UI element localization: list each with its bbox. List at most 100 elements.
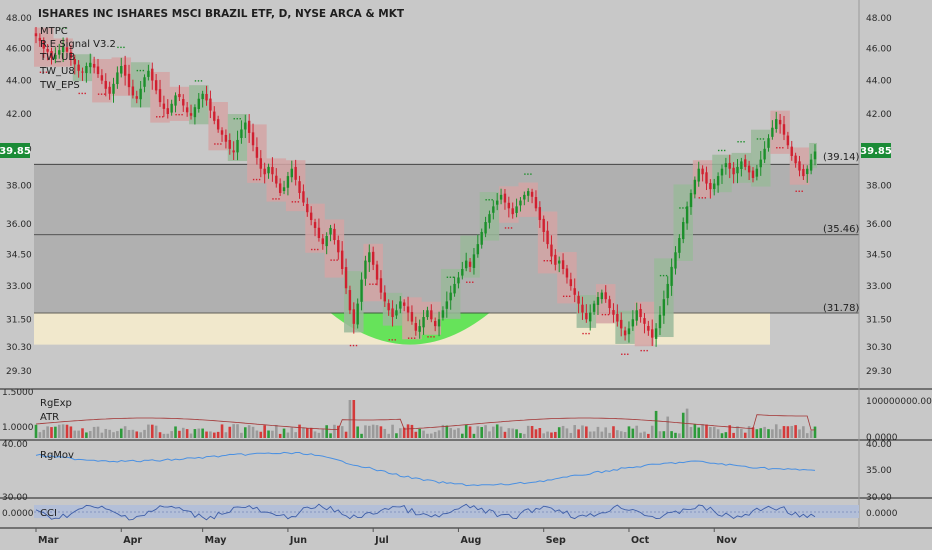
candle-body: [189, 113, 193, 116]
rgexp-bar: [763, 426, 766, 438]
candle-body: [728, 162, 731, 169]
candle-body: [406, 306, 410, 313]
rgexp-bar: [534, 429, 538, 438]
candle-body: [802, 168, 805, 177]
right-price-axis[interactable]: 48.0046.0044.0042.0040.0038.0036.0034.50…: [866, 14, 892, 377]
indicator-label-re-signal[interactable]: R.E.Signal V3.2: [40, 39, 116, 50]
atr-label[interactable]: ATR: [40, 412, 59, 423]
candle-body: [689, 192, 693, 208]
signal-dot: [446, 276, 449, 278]
candle-body: [616, 313, 619, 322]
rgexp-bar: [608, 432, 611, 438]
rgexp-bar: [38, 432, 42, 438]
signal-dot: [507, 227, 510, 229]
candle-body: [585, 312, 588, 320]
candle-body: [767, 138, 770, 148]
candle-body: [662, 299, 666, 316]
signal-dot: [427, 336, 429, 338]
rgexp-bar: [623, 432, 627, 438]
signal-dot: [756, 138, 759, 140]
candle-body: [143, 77, 146, 87]
rgmov-left-tick: 40.00: [2, 440, 28, 450]
rgmov-pane[interactable]: [35, 451, 816, 487]
candle-body: [178, 93, 181, 98]
candle-body: [484, 222, 487, 234]
rgexp-bar: [813, 426, 817, 438]
candle-body: [430, 310, 433, 320]
candle-body: [294, 166, 297, 180]
indicator-label-tw-ub[interactable]: TW_UB: [39, 52, 75, 63]
rgexp-bar: [736, 426, 739, 438]
candle-body: [759, 159, 762, 168]
signal-dot: [643, 349, 645, 352]
time-tick-label: Mar: [38, 535, 59, 546]
rgexp-bar: [604, 427, 608, 438]
rgexp-bar: [461, 433, 464, 438]
rgexp-bar: [119, 428, 123, 438]
candle-body: [565, 268, 569, 278]
price-pane[interactable]: [34, 26, 859, 355]
signal-dot: [162, 116, 164, 118]
price-tick-left: 44.00: [6, 77, 32, 87]
signal-dot: [84, 92, 86, 95]
rgexp-bar: [61, 424, 65, 438]
rgexp-bar: [104, 428, 108, 438]
signal-dot: [311, 248, 313, 251]
rgexp-bar: [274, 424, 278, 438]
rgexp-bar: [123, 426, 127, 438]
signal-dot: [197, 80, 200, 82]
rgexp-bar: [232, 424, 235, 438]
candle-body: [538, 207, 542, 221]
time-tick-label: Sep: [546, 535, 566, 546]
signal-dot: [142, 69, 145, 72]
candle-body: [247, 120, 251, 133]
candle-body: [61, 47, 65, 53]
rgexp-bar: [453, 429, 456, 438]
rgexp-bar: [174, 426, 177, 438]
candle-body: [224, 134, 228, 142]
rgmov-label[interactable]: RgMov: [40, 450, 74, 461]
indicator-label-mtpc[interactable]: MTPC: [40, 26, 68, 37]
cci-label[interactable]: CCI: [40, 508, 57, 519]
rgexp-bar: [352, 400, 356, 438]
candle-body: [391, 308, 394, 318]
atr-line: [35, 414, 816, 431]
rgexp-bar: [360, 433, 363, 438]
signal-dot: [701, 197, 704, 199]
rgexp-bar: [127, 429, 131, 438]
candle-body: [519, 200, 522, 206]
rgexp-bar: [150, 424, 154, 438]
indicator-label-tw-u8[interactable]: TW_U8: [39, 66, 75, 77]
candle-body: [387, 303, 390, 311]
candle-body: [523, 194, 526, 200]
rgexp-bar: [565, 428, 569, 438]
rgexp-bar: [809, 430, 813, 438]
rgexp-label[interactable]: RgExp: [40, 398, 72, 409]
signal-dot: [252, 178, 255, 181]
cci-pane[interactable]: [34, 503, 859, 521]
signal-dot: [175, 113, 177, 116]
rgexp-bar: [616, 430, 619, 438]
time-axis[interactable]: Mar Apr May Jun Jul Aug Sep Oct Nov: [35, 528, 738, 546]
rgexp-bar: [705, 424, 708, 438]
level-label-middle: (35.46): [823, 224, 860, 235]
indicator-label-tw-eps[interactable]: TW_EPS: [39, 80, 80, 91]
signal-dot: [472, 281, 474, 283]
candle-body: [747, 165, 751, 173]
signal-dot: [407, 337, 410, 339]
rgmov-line: [35, 451, 816, 487]
signal-dot: [510, 227, 513, 229]
rgexp-bar: [108, 429, 111, 438]
signal-dot: [220, 143, 222, 145]
rgexp-bar: [131, 429, 135, 438]
signal-dot: [39, 71, 42, 73]
rgexp-pane[interactable]: [34, 400, 817, 438]
candle-body: [337, 240, 340, 253]
rgexp-bar: [240, 432, 243, 438]
rgexp-bar: [259, 431, 263, 438]
signal-dot: [504, 227, 507, 229]
rgexp-bar: [364, 425, 367, 438]
candle-body: [755, 168, 759, 177]
candle-body: [651, 329, 654, 338]
